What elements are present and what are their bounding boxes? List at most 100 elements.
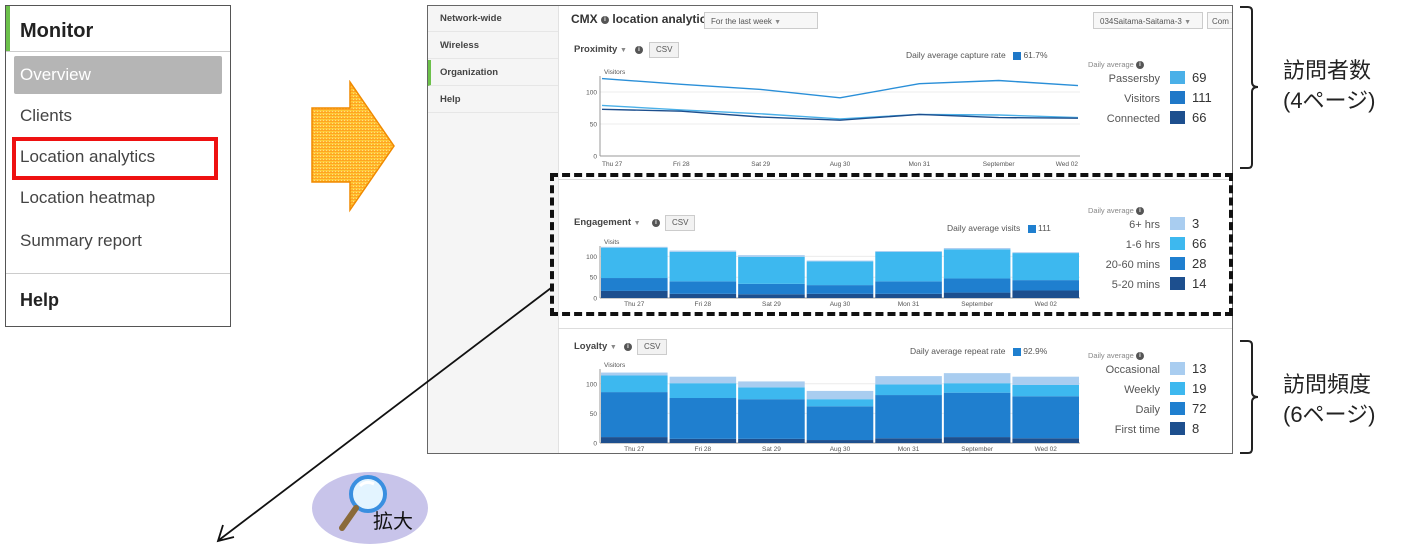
x-tick-label: Fri 28 xyxy=(695,301,712,308)
bar-segment xyxy=(806,399,874,407)
info-icon: i xyxy=(1135,352,1144,361)
page-title-cmx: CMX xyxy=(571,12,598,26)
legend-header: Daily average i xyxy=(1088,351,1206,361)
menu-item-clients[interactable]: Clients xyxy=(20,106,72,125)
legend-label: 20-60 mins xyxy=(1105,259,1160,272)
y-tick-label: 0 xyxy=(593,441,597,448)
legend-label: Weekly xyxy=(1124,384,1160,397)
nav-item-network-wide[interactable]: Network-wide xyxy=(428,6,558,32)
proximity-csv-button[interactable]: CSV xyxy=(649,42,680,58)
info-icon: i xyxy=(1135,207,1144,216)
loyalty-avg-value: 92.9% xyxy=(1023,346,1048,356)
legend-rows: 6+ hrs 3 1-6 hrs 66 20-60 mins 28 5-20 mins 14 xyxy=(1088,215,1207,295)
legend-swatch xyxy=(1012,347,1021,356)
bar-segment xyxy=(738,256,805,284)
menu-item-help[interactable]: Help xyxy=(20,290,60,310)
legend-swatch xyxy=(1170,237,1185,251)
page-title-text: location analytics xyxy=(612,12,714,26)
nav-item-help[interactable]: Help xyxy=(428,87,558,113)
bar-segment xyxy=(669,281,737,294)
bar-segment xyxy=(601,278,668,291)
bar-segment xyxy=(1012,376,1079,385)
frequency-bracket xyxy=(1240,340,1259,454)
y-tick-label: 0 xyxy=(593,154,597,161)
chevron-down-icon: ▼ xyxy=(633,220,641,227)
frequency-page: (6ページ) xyxy=(1283,402,1376,427)
compare-button[interactable]: Com xyxy=(1207,12,1232,29)
x-tick-label: Thu 27 xyxy=(624,446,645,453)
network-select-value: 034Saitama-Saitama-3 xyxy=(1100,17,1182,26)
chevron-down-icon: ▼ xyxy=(619,47,627,54)
x-tick-label: Fri 28 xyxy=(673,161,690,168)
frequency-annotation: 訪問頻度 (6ページ) xyxy=(1283,370,1375,430)
x-tick-label: Aug 30 xyxy=(830,301,851,308)
engagement-legend: Daily average i 6+ hrs 3 1-6 hrs 66 20-60 mi… xyxy=(1088,206,1206,295)
legend-value: 3 xyxy=(1192,216,1200,232)
y-tick-label: 50 xyxy=(590,411,598,418)
page-title: CMX i location analytics xyxy=(571,12,713,26)
x-tick-label: Wed 02 xyxy=(1035,301,1058,308)
bar-segment xyxy=(669,250,737,252)
bar-segment xyxy=(943,392,1011,438)
bar-segment xyxy=(738,399,805,439)
bar-segment xyxy=(943,249,1011,279)
bar-segment xyxy=(738,283,805,295)
nav-item-wireless[interactable]: Wireless xyxy=(428,33,558,59)
legend-label: Connected xyxy=(1106,113,1160,126)
legend-swatch xyxy=(1170,362,1185,376)
bar-segment xyxy=(601,246,668,248)
nav-item-organization[interactable]: Organization xyxy=(428,60,558,86)
menu-item-location-heatmap[interactable]: Location heatmap xyxy=(20,188,156,207)
y-tick-label: 100 xyxy=(586,254,597,261)
series-line xyxy=(601,108,1079,121)
bar-segment xyxy=(943,278,1011,293)
bar-segment xyxy=(806,440,874,443)
period-select[interactable]: For the last week ▼ xyxy=(704,12,818,29)
loyalty-label[interactable]: Loyalty ▼ xyxy=(574,341,617,352)
menu-header: Monitor xyxy=(20,20,94,42)
proximity-label[interactable]: Proximity ▼ xyxy=(574,44,627,55)
monitor-menu: Monitor Overview Clients Location analyt… xyxy=(5,5,231,327)
bar-segment xyxy=(669,438,737,443)
y-axis-label: Visits xyxy=(604,239,620,246)
legend-row: Passersby 69 xyxy=(1088,69,1212,89)
loyalty-chart: 0 50 100 Visitors Thu 27 Fri 28 Sat 29 Aug 30 Mo… xyxy=(586,362,1080,453)
legend-value: 13 xyxy=(1192,361,1207,377)
bar-segment xyxy=(806,261,874,286)
proximity-chart: 0 50 100 Visitors Thu 27 Fri 28 Sat 29 Aug 30 Mo… xyxy=(586,69,1080,168)
engagement-csv-button[interactable]: CSV xyxy=(665,215,696,231)
proximity-legend: Daily average i Passersby 69 Visitors 111 Co… xyxy=(1088,60,1212,129)
visitors-annotation: 訪問者数 (4ページ) xyxy=(1283,56,1375,116)
proximity-avg-label: Daily average capture rate xyxy=(906,50,1006,60)
legend-value: 14 xyxy=(1192,276,1207,292)
menu-item-location-analytics[interactable]: Location analytics xyxy=(20,147,156,166)
right-arrow-icon xyxy=(311,80,395,213)
x-tick-label: Fri 28 xyxy=(695,446,712,453)
legend-value: 66 xyxy=(1192,110,1207,126)
bar-segment xyxy=(669,251,737,282)
bar-segment xyxy=(601,290,668,298)
legend-row: Daily 72 xyxy=(1088,400,1207,420)
series-line xyxy=(601,104,1079,120)
menu-item-overview[interactable]: Overview xyxy=(14,56,222,94)
loyalty-legend: Daily average i Occasional 13 Weekly 19 Dail… xyxy=(1088,351,1206,440)
legend-swatch xyxy=(1170,422,1185,436)
proximity-label-text: Proximity xyxy=(574,44,618,55)
bar-segment xyxy=(601,437,668,443)
bar-segment xyxy=(738,294,805,298)
series-line xyxy=(601,77,1079,99)
menu-item-summary-report[interactable]: Summary report xyxy=(20,231,142,250)
info-icon: i xyxy=(635,46,643,54)
section-divider xyxy=(558,328,1232,329)
proximity-avg-value: 61.7% xyxy=(1023,50,1048,60)
info-icon: i xyxy=(652,219,660,227)
bar-segment xyxy=(601,375,668,393)
loyalty-csv-button[interactable]: CSV xyxy=(637,339,668,355)
y-tick-label: 0 xyxy=(593,296,597,303)
bar-segment xyxy=(669,383,737,399)
network-select[interactable]: 034Saitama-Saitama-3 ▼ xyxy=(1093,12,1203,29)
engagement-label[interactable]: Engagement ▼ xyxy=(574,217,641,228)
bar-segment xyxy=(875,376,942,385)
legend-value: 111 xyxy=(1192,90,1212,106)
legend-row: 20-60 mins 28 xyxy=(1088,255,1207,275)
